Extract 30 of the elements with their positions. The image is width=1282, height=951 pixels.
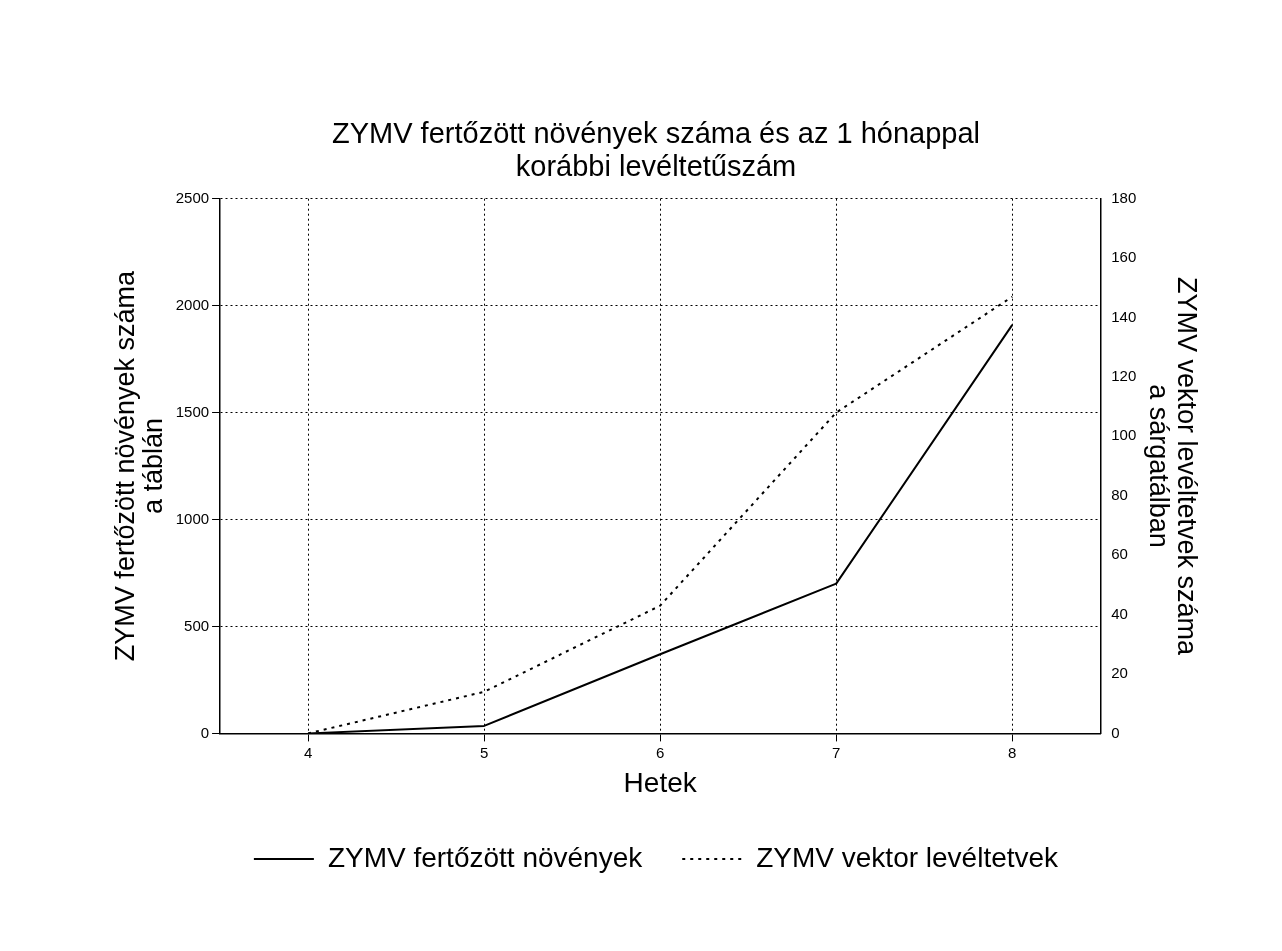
y-tick-label: 2500 <box>175 188 210 206</box>
y2-tick-label: 180 <box>1111 188 1137 206</box>
x-tick-label: 8 <box>1008 743 1017 761</box>
y2-tick-label: 120 <box>1111 367 1137 385</box>
x-tick-label: 4 <box>303 743 313 761</box>
y2-tick-label: 80 <box>1111 485 1128 503</box>
y-tick-label: 500 <box>184 616 210 634</box>
y-tick-label: 2000 <box>175 295 210 313</box>
text: korábbi levéltetűszám <box>515 150 797 183</box>
text: a táblán <box>137 418 168 515</box>
y-tick-label: 0 <box>200 723 210 741</box>
x-tick-label: 7 <box>832 743 841 761</box>
y-tick-label: 1500 <box>175 402 210 420</box>
legend-label: ZYMV fertőzött növények <box>327 841 644 873</box>
text: ZYMV fertőzött növények száma <box>109 270 140 662</box>
x-axis-title: Hetek <box>623 766 698 798</box>
text: a sárgatálban <box>1144 384 1175 548</box>
y2-tick-label: 160 <box>1111 248 1137 266</box>
x-tick-label: 5 <box>479 743 489 761</box>
y2-tick-label: 140 <box>1111 307 1137 325</box>
x-tick-label: 6 <box>656 743 665 761</box>
y-tick-label: 1000 <box>175 509 210 527</box>
y2-tick-label: 0 <box>1111 723 1120 741</box>
y2-tick-label: 20 <box>1111 664 1128 682</box>
text: ZYMV vektor levéltetvek száma <box>1172 276 1203 656</box>
y2-tick-label: 60 <box>1111 545 1128 563</box>
y2-tick-label: 40 <box>1111 604 1128 622</box>
text: ZYMV fertőzött növények száma és az 1 hónappal <box>331 116 981 149</box>
legend-label: ZYMV vektor levéltetvek <box>756 841 1060 873</box>
y2-tick-label: 100 <box>1111 426 1137 444</box>
